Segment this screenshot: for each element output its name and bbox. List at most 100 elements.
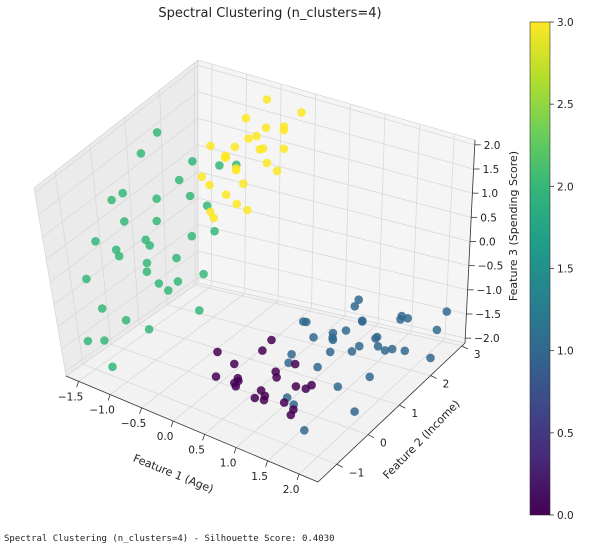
scatter-point-cluster-2 <box>100 336 109 345</box>
y-axis-line <box>317 342 466 483</box>
scatter-point-cluster-0 <box>259 395 269 405</box>
scatter-point-cluster-2 <box>173 277 183 286</box>
y-tick-label: 0 <box>380 438 387 450</box>
x-tick <box>107 394 111 401</box>
silhouette-caption: Spectral Clustering (n_clusters=4) - Sil… <box>4 534 335 544</box>
gridline-x <box>109 293 245 395</box>
gridline-z <box>197 144 472 218</box>
scatter-point-cluster-1 <box>387 344 397 354</box>
scatter-point-cluster-3 <box>243 205 252 215</box>
scatter-point-cluster-0 <box>279 398 289 407</box>
scatter-point-cluster-2 <box>174 175 184 185</box>
x-axis-line <box>65 375 319 483</box>
scatter-point-cluster-2 <box>187 231 197 241</box>
scatter-point-cluster-3 <box>244 134 253 143</box>
scatter-point-cluster-3 <box>279 144 289 154</box>
scatter-point-cluster-0 <box>213 347 222 357</box>
scatter-point-cluster-3 <box>230 142 240 152</box>
scatter-point-cluster-1 <box>347 347 357 356</box>
gridline-z <box>197 277 466 339</box>
z-tick-label: −0.5 <box>478 261 504 273</box>
y-tick <box>367 434 375 439</box>
x-tick-label: −0.5 <box>121 418 147 430</box>
x-tick-label: 0.5 <box>188 444 205 456</box>
scatter-point-cluster-2 <box>136 149 146 158</box>
scatter-point-cluster-1 <box>300 426 309 435</box>
scatter-point-cluster-0 <box>291 382 301 391</box>
scatter-point-cluster-2 <box>118 188 127 198</box>
scatter-point-cluster-1 <box>355 341 364 351</box>
scatter-point-cluster-2 <box>108 362 117 372</box>
scatter-point-cluster-2 <box>172 253 181 263</box>
scatter-point-cluster-2 <box>199 269 208 279</box>
scatter-point-cluster-1 <box>287 350 296 359</box>
scatter-point-cluster-3 <box>241 113 251 123</box>
scatter-point-cluster-2 <box>152 128 162 137</box>
scatter-point-cluster-1 <box>313 362 322 372</box>
chart-title: Spectral Clustering (n_clusters=4) <box>158 6 381 21</box>
scatter-point-cluster-2 <box>111 245 121 255</box>
scatter-point-cluster-0 <box>211 372 221 381</box>
x-tick <box>202 434 205 441</box>
scatter-point-cluster-2 <box>142 258 152 268</box>
plot-area: −1.5 −1.0 −0.5 0.0 0.5 1.0 1.5 2.0 −1 0 1 2 3 −2.0 −1.… <box>33 59 520 496</box>
gridline-z <box>65 277 199 372</box>
scatter-point-cluster-1 <box>442 307 452 316</box>
scatter-point-cluster-3 <box>206 141 215 151</box>
x-tick <box>233 447 237 454</box>
z-tick-label: 1.0 <box>481 188 498 200</box>
x-tick <box>265 460 268 467</box>
gridline-x <box>298 338 446 475</box>
colorbar-tick-label: 3.0 <box>557 17 574 29</box>
scatter-point-cluster-2 <box>154 279 164 288</box>
gridline-z <box>45 144 199 260</box>
scatter-point-cluster-2 <box>82 274 91 284</box>
scatter-point-cluster-1 <box>371 334 380 343</box>
y-tick <box>399 404 406 409</box>
colorbar-tick-label: 0.0 <box>557 510 574 522</box>
gridline-y <box>138 324 400 406</box>
x-tick-label: 2.0 <box>283 484 300 496</box>
scatter-point-cluster-2 <box>97 304 107 313</box>
scatter-point-cluster-3 <box>197 172 207 181</box>
scatter-point-cluster-3 <box>262 95 272 104</box>
scatter-point-cluster-0 <box>289 405 298 414</box>
gridline-y <box>167 304 431 376</box>
scatter-point-cluster-2 <box>91 237 100 246</box>
scatter-point-cluster-3 <box>262 158 272 168</box>
x-tick <box>139 407 142 414</box>
scatter-point-cluster-3 <box>209 213 218 223</box>
scatter-point-cluster-1 <box>341 326 351 335</box>
scatter-point-cluster-2 <box>144 325 154 334</box>
scatter-point-cluster-2 <box>164 286 173 295</box>
y-tick-label: 1 <box>411 408 418 420</box>
gridline-z <box>197 91 474 170</box>
scatter-point-cluster-3 <box>258 144 268 153</box>
scatter-point-cluster-1 <box>350 407 359 416</box>
gridline-z <box>38 91 199 216</box>
gridline-z <box>197 64 475 146</box>
gridline-y <box>110 343 369 436</box>
gridline-x <box>141 300 279 409</box>
scatter-point-cluster-1 <box>302 317 311 327</box>
scatter-point-cluster-0 <box>271 367 281 377</box>
gridline-z <box>42 118 199 238</box>
x-tick-label: −1.5 <box>58 391 84 403</box>
scatter-point-cluster-1 <box>373 342 383 351</box>
scatter-point-cluster-0 <box>290 359 300 369</box>
scatter-point-cluster-1 <box>350 302 360 311</box>
z-tick-label: −1.5 <box>475 309 501 321</box>
z-axis-label: Feature 3 (Spending Score) <box>507 151 520 301</box>
gridline-y <box>195 284 462 347</box>
gridline-z <box>57 224 199 328</box>
scatter-point-cluster-1 <box>365 372 375 382</box>
scatter-point-cluster-2 <box>114 251 124 261</box>
colorbar-tick-label: 1.0 <box>557 346 574 358</box>
scatter-point-cluster-2 <box>142 267 152 277</box>
scatter-point-cluster-0 <box>307 380 316 390</box>
z-tick-label: 1.5 <box>483 164 500 176</box>
scatter-point-cluster-3 <box>205 180 214 190</box>
x-tick <box>170 420 174 428</box>
x-tick <box>296 473 300 481</box>
x-tick-label: 1.0 <box>220 458 237 470</box>
